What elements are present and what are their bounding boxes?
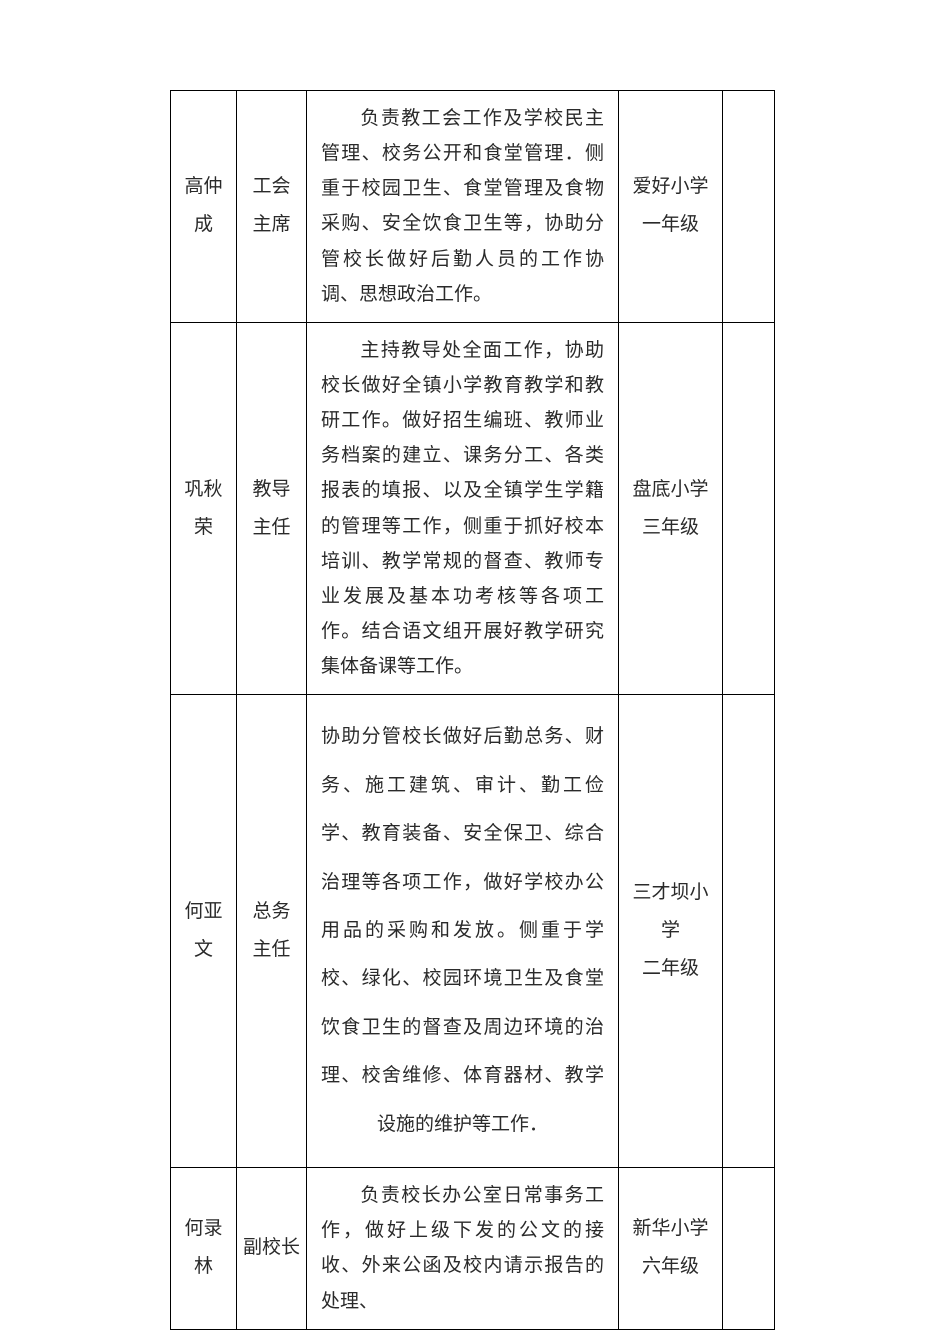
cell-name: 何亚 文 [171,695,237,1168]
description-text: 主持教导处全面工作，协助校长做好全镇小学教育教学和教研工作。做好招生编班、教师业… [321,340,604,677]
table-row: 何录 林 副校长 负责校长办公室日常事务工作，做好上级下发的公文的接收、外来公函… [171,1168,775,1330]
school-text: 新华小学 [632,1218,708,1239]
school-text: 三才坝小 [632,882,708,903]
cell-description: 负责校长办公室日常事务工作，做好上级下发的公文的接收、外来公函及校内请示报告的处… [307,1168,619,1330]
cell-description: 协助分管校长做好后勤总务、财务、施工建筑、审计、勤工俭学、教育装备、安全保卫、综… [307,695,619,1168]
cell-name: 巩秋 荣 [171,322,237,694]
name-text: 林 [194,1256,213,1277]
grade-text: 二年级 [642,958,699,979]
name-text: 巩秋 [184,479,222,500]
role-text: 主席 [252,214,290,235]
cell-description: 负责教工会工作及学校民主管理、校务公开和食堂管理．侧重于校园卫生、食堂管理及食物… [307,91,619,323]
school-text: 盘底小学 [632,479,708,500]
school-text: 学 [661,920,680,941]
school-text: 爱好小学 [632,176,708,197]
description-text: 负责教工会工作及学校民主管理、校务公开和食堂管理．侧重于校园卫生、食堂管理及食物… [321,108,604,305]
cell-description: 主持教导处全面工作，协助校长做好全镇小学教育教学和教研工作。做好招生编班、教师业… [307,322,619,694]
role-text: 副校长 [243,1237,300,1258]
name-text: 何录 [184,1218,222,1239]
cell-role: 工会 主席 [237,91,307,323]
cell-school-grade: 新华小学 六年级 [619,1168,723,1330]
grade-text: 三年级 [642,517,699,538]
cell-blank [723,91,775,323]
role-text: 总务 [252,901,290,922]
cell-school-grade: 三才坝小 学 二年级 [619,695,723,1168]
name-text: 文 [194,939,213,960]
grade-text: 六年级 [642,1256,699,1277]
name-text: 高仲 [184,176,222,197]
document-page: 高仲 成 工会 主席 负责教工会工作及学校民主管理、校务公开和食堂管理．侧重于校… [0,90,945,1330]
description-text: 协助分管校长做好后勤总务、财务、施工建筑、审计、勤工俭学、教育装备、安全保卫、综… [321,726,604,1135]
name-text: 成 [194,214,213,235]
cell-blank [723,1168,775,1330]
table-row: 高仲 成 工会 主席 负责教工会工作及学校民主管理、校务公开和食堂管理．侧重于校… [171,91,775,323]
name-text: 何亚 [184,901,222,922]
cell-name: 高仲 成 [171,91,237,323]
cell-blank [723,322,775,694]
cell-role: 总务 主任 [237,695,307,1168]
cell-school-grade: 爱好小学 一年级 [619,91,723,323]
table-row: 巩秋 荣 教导 主任 主持教导处全面工作，协助校长做好全镇小学教育教学和教研工作… [171,322,775,694]
staff-duty-table: 高仲 成 工会 主席 负责教工会工作及学校民主管理、校务公开和食堂管理．侧重于校… [170,90,775,1330]
cell-school-grade: 盘底小学 三年级 [619,322,723,694]
role-text: 主任 [252,939,290,960]
grade-text: 一年级 [642,214,699,235]
cell-role: 教导 主任 [237,322,307,694]
cell-blank [723,695,775,1168]
table-row: 何亚 文 总务 主任 协助分管校长做好后勤总务、财务、施工建筑、审计、勤工俭学、… [171,695,775,1168]
cell-name: 何录 林 [171,1168,237,1330]
role-text: 工会 [252,176,290,197]
description-text: 负责校长办公室日常事务工作，做好上级下发的公文的接收、外来公函及校内请示报告的处… [321,1185,604,1311]
role-text: 主任 [252,517,290,538]
cell-role: 副校长 [237,1168,307,1330]
role-text: 教导 [252,479,290,500]
name-text: 荣 [194,517,213,538]
